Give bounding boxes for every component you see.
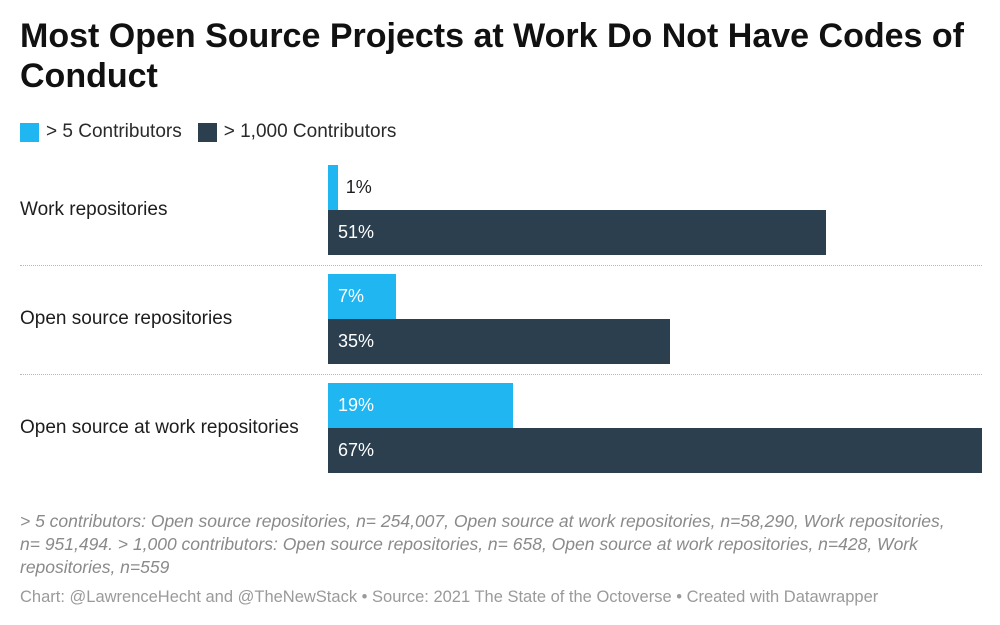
category-label: Open source at work repositories (20, 417, 299, 438)
legend-swatch-5-contributors (20, 122, 39, 142)
legend-label-5-contributors: > 5 Contributors (46, 121, 182, 142)
data-label: 1% (345, 177, 372, 197)
category-label: Open source repositories (20, 308, 233, 329)
bar-chart: Work repositories 1% 51% Open source reposi… (0, 160, 1000, 480)
legend-item-1000-contributors: > 1,000 Contributors (197, 121, 397, 143)
chart-note: > 5 contributors: Open source repositori… (20, 511, 945, 577)
data-label: 35% (338, 331, 375, 351)
data-label: 19% (338, 395, 375, 415)
legend-item-5-contributors: > 5 Contributors (20, 121, 182, 143)
bar (328, 383, 514, 428)
category-label: Work repositories (20, 199, 168, 220)
bar (328, 428, 982, 473)
legend-label-1000-contributors: > 1,000 Contributors (223, 121, 397, 142)
bar (328, 319, 670, 364)
bar (328, 165, 338, 210)
legend-swatch-1000-contributors (197, 122, 217, 142)
data-label: 51% (338, 222, 375, 242)
bar (328, 210, 826, 255)
data-label: 67% (338, 440, 375, 460)
data-label: 7% (338, 286, 365, 306)
group-separator (20, 265, 982, 266)
bar (328, 274, 397, 319)
chart-footer: Chart: @LawrenceHecht and @TheNewStack •… (20, 588, 879, 606)
group-separator (20, 374, 982, 375)
legend: > 5 Contributors > 1,000 Contributors (20, 120, 412, 144)
chart-title: Most Open Source Projects at Work Do Not… (20, 17, 964, 95)
